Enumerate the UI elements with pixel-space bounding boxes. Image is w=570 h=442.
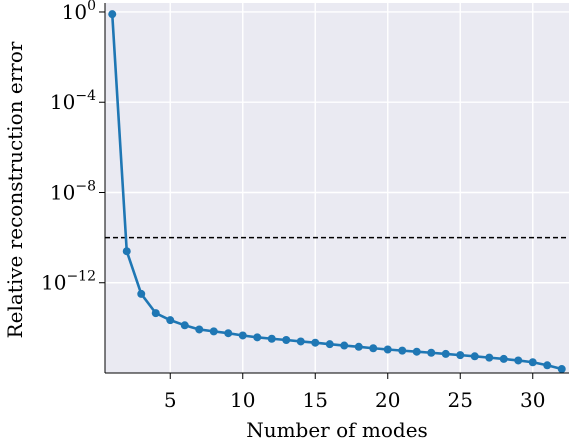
x-tick-label: 5 [164,388,177,412]
data-point [470,352,479,361]
x-tick-label: 25 [448,388,473,412]
data-point [514,356,523,365]
x-axis-title: Number of modes [246,418,428,442]
data-point [137,289,146,298]
axes: 5 10 15 20 25 30 100 10−4 10−8 10−12 [41,0,569,412]
plot-area [105,3,569,374]
data-point [441,349,450,358]
data-point [427,348,436,357]
data-point [166,316,175,325]
data-point [499,354,508,363]
y-tick-label: 10−8 [50,178,96,204]
data-point [528,358,537,367]
data-point [180,321,189,330]
data-point [151,309,160,318]
y-tick-label: 10−12 [41,269,96,295]
y-axis-title: Relative reconstruction error [3,41,27,338]
data-point [253,333,262,342]
data-point [557,365,566,374]
data-point [543,361,552,370]
data-point [369,344,378,353]
x-tick-label: 10 [230,388,255,412]
data-point [195,325,204,334]
data-point [267,334,276,343]
data-point [325,340,334,349]
data-point [238,331,247,340]
data-point [456,351,465,360]
x-tick-label: 30 [520,388,545,412]
data-point [354,342,363,351]
plot-background [105,3,569,373]
data-point [224,329,233,338]
data-point [383,345,392,354]
data-point [209,327,218,336]
data-point [340,341,349,350]
data-point [282,336,291,345]
data-point [412,347,421,356]
data-point [485,353,494,362]
data-point [296,337,305,346]
data-point [398,346,407,355]
data-point [122,247,131,256]
data-point [108,10,117,19]
x-tick-label: 20 [375,388,400,412]
data-point [311,338,320,347]
y-tick-label: 10−4 [50,88,96,114]
x-tick-label: 15 [303,388,328,412]
y-tick-label: 100 [62,0,96,24]
